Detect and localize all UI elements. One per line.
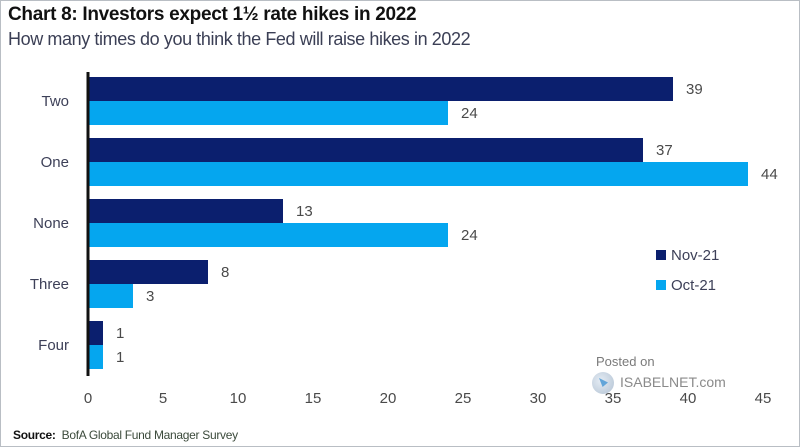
source-note: Source: BofA Global Fund Manager Survey	[13, 428, 238, 442]
data-label: 1	[116, 349, 124, 366]
x-tick-label: 25	[455, 390, 472, 407]
source-text: BofA Global Fund Manager Survey	[61, 428, 238, 442]
bar-nov-21	[88, 199, 283, 223]
x-tick-label: 15	[305, 390, 322, 407]
bar-nov-21	[88, 260, 208, 284]
category-label: Four	[38, 337, 69, 354]
x-tick-label: 40	[680, 390, 697, 407]
data-label: 44	[761, 166, 778, 183]
data-label: 39	[686, 81, 703, 98]
legend-swatch-oct-21	[656, 280, 666, 290]
globe-icon	[592, 372, 614, 394]
bar-oct-21	[88, 223, 448, 247]
bar-nov-21	[88, 138, 643, 162]
bar-oct-21	[88, 101, 448, 125]
chart-subtitle: How many times do you think the Fed will…	[8, 29, 471, 49]
data-label: 24	[461, 227, 478, 244]
data-label: 8	[221, 264, 229, 281]
bar-nov-21	[88, 77, 673, 101]
bar-nov-21	[88, 321, 103, 345]
legend-label: Nov-21	[671, 247, 719, 264]
data-label: 13	[296, 203, 313, 220]
bar-oct-21	[88, 162, 748, 186]
x-tick-label: 5	[159, 390, 167, 407]
watermark-site: ISABELNET.com	[620, 374, 726, 390]
chart-title: Chart 8: Investors expect 1½ rate hikes …	[8, 4, 417, 25]
source-prefix: Source:	[13, 428, 56, 442]
legend-label: Oct-21	[671, 277, 716, 294]
x-tick-label: 45	[755, 390, 772, 407]
category-label: None	[33, 215, 69, 232]
x-tick-label: 0	[84, 390, 92, 407]
category-label: One	[41, 154, 69, 171]
data-label: 37	[656, 142, 673, 159]
x-tick-label: 30	[530, 390, 547, 407]
bar-oct-21	[88, 345, 103, 369]
watermark-posted-on: Posted on	[596, 354, 655, 369]
legend-swatch-nov-21	[656, 250, 666, 260]
category-label: Two	[41, 93, 69, 110]
bar-oct-21	[88, 284, 133, 308]
data-label: 1	[116, 325, 124, 342]
x-tick-label: 35	[605, 390, 622, 407]
x-tick-label: 10	[230, 390, 247, 407]
data-label: 24	[461, 105, 478, 122]
data-label: 3	[146, 288, 154, 305]
x-tick-label: 20	[380, 390, 397, 407]
category-label: Three	[30, 276, 69, 293]
